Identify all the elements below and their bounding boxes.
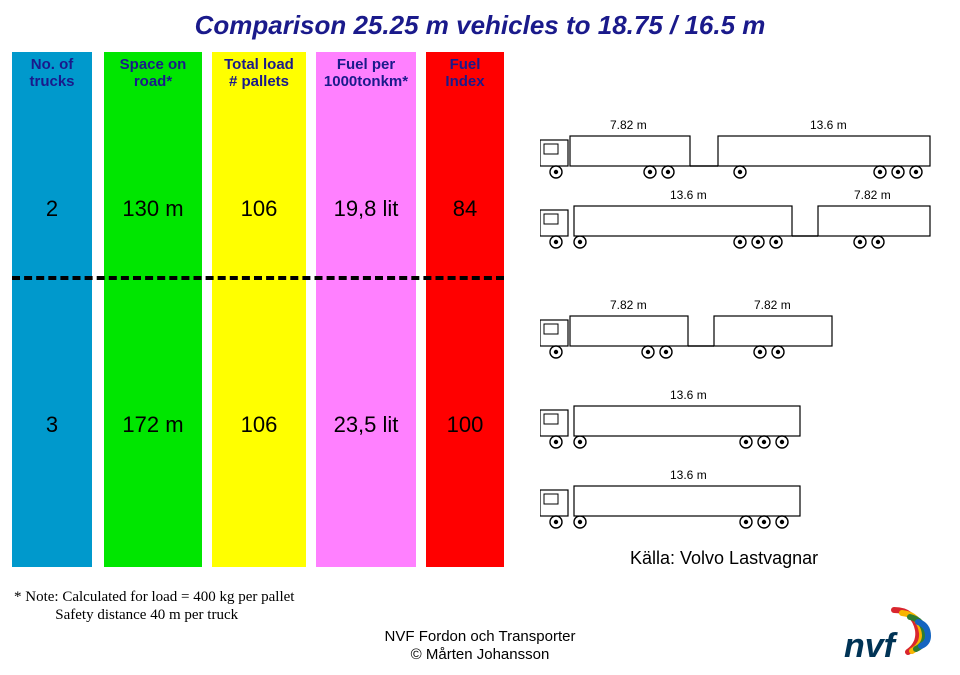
- col-fuelper-header: Fuel per 1000tonkm*: [316, 56, 416, 91]
- cell-r2-fuelidx: 100: [426, 412, 504, 438]
- note-line2: Safety distance 40 m per truck: [55, 607, 238, 623]
- cell-r2-load: 106: [212, 412, 306, 438]
- len-label: 13.6 m: [670, 388, 707, 402]
- chart-stage: No. of trucks 2 3 Space on road* 130 m 1…: [0, 52, 960, 612]
- note-line1: * Note: Calculated for load = 400 kg per…: [14, 589, 294, 605]
- len-label: 13.6 m: [670, 468, 707, 482]
- len-label: 13.6 m: [670, 188, 707, 202]
- footer-line1: NVF Fordon och Transporter: [385, 628, 576, 645]
- footnote: * Note: Calculated for load = 400 kg per…: [14, 588, 294, 624]
- truck-config-b3: 13.6 m: [540, 482, 820, 532]
- cell-r2-trucks: 3: [12, 412, 92, 438]
- footer-line2: © Mårten Johansson: [411, 646, 550, 663]
- col-space: Space on road* 130 m 172 m: [104, 52, 202, 567]
- logo-text: nvf: [844, 627, 899, 665]
- footer: NVF Fordon och Transporter © Mårten Joha…: [0, 628, 960, 664]
- truck-icon: [540, 482, 820, 532]
- truck-icon: [540, 132, 940, 182]
- truck-icon: [540, 202, 940, 252]
- len-label: 13.6 m: [810, 118, 847, 132]
- truck-icon: [540, 312, 860, 362]
- col-space-header: Space on road*: [104, 56, 202, 91]
- page-title: Comparison 25.25 m vehicles to 18.75 / 1…: [0, 0, 960, 47]
- len-label: 7.82 m: [610, 298, 647, 312]
- len-label: 7.82 m: [854, 188, 891, 202]
- truck-config-b1: 7.82 m 7.82 m: [540, 312, 860, 362]
- col-fuelidx: Fuel Index 84 100: [426, 52, 504, 567]
- truck-config-a2: 13.6 m 7.82 m: [540, 202, 940, 252]
- col-load-header: Total load # pallets: [212, 56, 306, 91]
- cell-r1-fuelidx: 84: [426, 196, 504, 222]
- col-fuelper: Fuel per 1000tonkm* 19,8 lit 23,5 lit: [316, 52, 416, 567]
- cell-r1-fuelper: 19,8 lit: [316, 196, 416, 222]
- cell-r1-space: 130 m: [104, 196, 202, 222]
- row-divider: [12, 276, 504, 280]
- truck-config-b2: 13.6 m: [540, 402, 820, 452]
- truck-diagrams: 7.82 m 13.6 m 13.6 m: [520, 52, 950, 567]
- truck-config-a1: 7.82 m 13.6 m: [540, 132, 940, 182]
- len-label: 7.82 m: [610, 118, 647, 132]
- col-fuelidx-header: Fuel Index: [426, 56, 504, 91]
- cell-r1-trucks: 2: [12, 196, 92, 222]
- len-label: 7.82 m: [754, 298, 791, 312]
- cell-r1-load: 106: [212, 196, 306, 222]
- col-trucks-header: No. of trucks: [12, 56, 92, 91]
- source-text: Källa: Volvo Lastvagnar: [630, 548, 818, 569]
- cell-r2-fuelper: 23,5 lit: [316, 412, 416, 438]
- col-load: Total load # pallets 106 106: [212, 52, 306, 567]
- col-trucks: No. of trucks 2 3: [12, 52, 92, 567]
- cell-r2-space: 172 m: [104, 412, 202, 438]
- truck-icon: [540, 402, 820, 452]
- nvf-logo: nvf: [836, 605, 946, 665]
